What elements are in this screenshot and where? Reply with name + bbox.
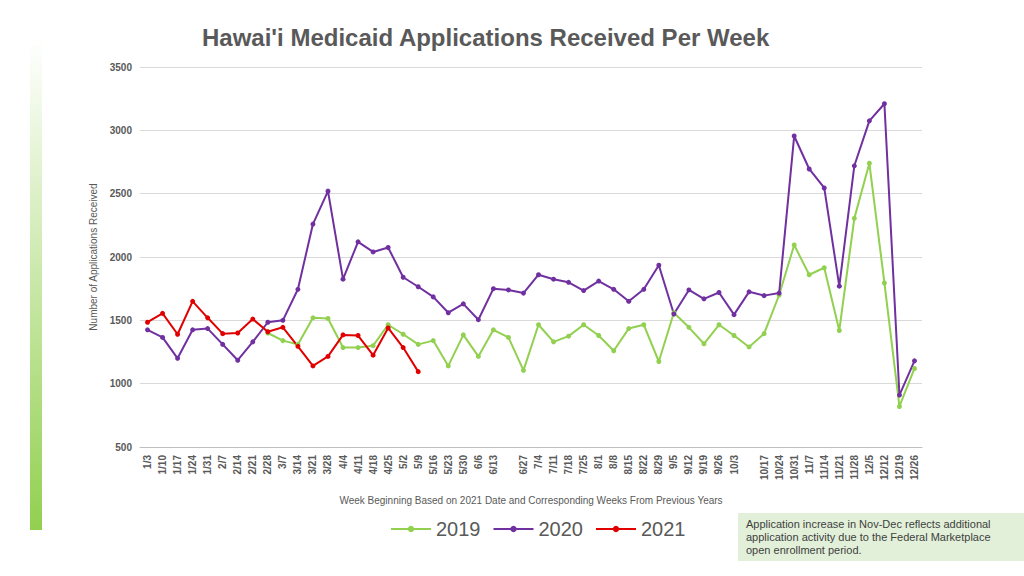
svg-text:2/28: 2/28	[262, 455, 273, 475]
svg-text:3000: 3000	[110, 125, 133, 136]
svg-text:1/17: 1/17	[172, 455, 183, 475]
svg-text:5/30: 5/30	[458, 455, 469, 475]
svg-text:5/16: 5/16	[428, 455, 439, 475]
svg-text:2020: 2020	[538, 518, 583, 540]
svg-text:Week Beginning Based on 2021 D: Week Beginning Based on 2021 Date and Co…	[339, 495, 722, 506]
svg-text:Number of Applications Receive: Number of Applications Received	[88, 183, 99, 330]
svg-text:9/5: 9/5	[668, 455, 679, 469]
svg-text:9/12: 9/12	[683, 455, 694, 475]
svg-text:12/5: 12/5	[864, 455, 875, 475]
svg-text:2021: 2021	[641, 518, 686, 540]
svg-text:7/25: 7/25	[578, 455, 589, 475]
svg-text:7/18: 7/18	[563, 455, 574, 475]
svg-text:3/21: 3/21	[307, 455, 318, 475]
svg-text:4/25: 4/25	[383, 455, 394, 475]
svg-text:8/8: 8/8	[608, 455, 619, 469]
svg-text:4/11: 4/11	[353, 455, 364, 474]
svg-text:Hawai'i Medicaid Applications: Hawai'i Medicaid Applications Received P…	[202, 24, 770, 51]
svg-text:6/6: 6/6	[473, 455, 484, 469]
svg-text:5/9: 5/9	[413, 455, 424, 469]
svg-text:6/27: 6/27	[518, 455, 529, 475]
svg-text:10/31: 10/31	[789, 455, 800, 480]
svg-text:500: 500	[115, 442, 132, 453]
svg-text:5/2: 5/2	[398, 455, 409, 469]
svg-text:1000: 1000	[110, 378, 133, 389]
svg-text:1/24: 1/24	[187, 455, 198, 475]
svg-text:8/22: 8/22	[638, 455, 649, 475]
svg-text:open enrollment period.: open enrollment period.	[746, 544, 862, 556]
svg-text:4/4: 4/4	[338, 455, 349, 469]
svg-text:10/17: 10/17	[759, 455, 770, 480]
svg-text:8/29: 8/29	[653, 455, 664, 475]
svg-text:2/14: 2/14	[232, 455, 243, 475]
svg-text:12/19: 12/19	[894, 455, 905, 480]
svg-text:1/31: 1/31	[202, 455, 213, 475]
svg-text:12/26: 12/26	[909, 455, 920, 480]
svg-text:11/21: 11/21	[834, 455, 845, 480]
svg-text:2/7: 2/7	[217, 455, 228, 469]
svg-text:3500: 3500	[110, 62, 133, 73]
svg-text:1500: 1500	[110, 315, 133, 326]
svg-text:10/24: 10/24	[774, 455, 785, 480]
svg-text:1/10: 1/10	[157, 455, 168, 475]
svg-text:2/21: 2/21	[247, 455, 258, 475]
svg-text:11/14: 11/14	[819, 455, 830, 480]
svg-text:application activity due to th: application activity due to the Federal …	[746, 531, 994, 543]
svg-text:4/18: 4/18	[368, 455, 379, 475]
svg-text:11/28: 11/28	[849, 455, 860, 480]
svg-text:5/23: 5/23	[443, 455, 454, 475]
svg-text:1/3: 1/3	[142, 455, 153, 469]
svg-text:12/12: 12/12	[879, 455, 890, 480]
svg-text:8/1: 8/1	[593, 455, 604, 469]
svg-text:9/19: 9/19	[698, 455, 709, 475]
svg-text:2000: 2000	[110, 252, 133, 263]
svg-text:3/14: 3/14	[292, 455, 303, 475]
svg-text:6/13: 6/13	[488, 455, 499, 475]
svg-text:3/28: 3/28	[322, 455, 333, 475]
svg-text:2500: 2500	[110, 188, 133, 199]
svg-text:9/26: 9/26	[713, 455, 724, 475]
svg-text:8/15: 8/15	[623, 455, 634, 475]
svg-text:10/3: 10/3	[729, 455, 740, 475]
svg-text:11/7: 11/7	[804, 455, 815, 474]
svg-text:7/11: 7/11	[548, 455, 559, 474]
svg-text:Application increase in Nov-De: Application increase in Nov-Dec reflects…	[746, 518, 994, 530]
svg-text:2019: 2019	[436, 518, 481, 540]
svg-text:3/7: 3/7	[277, 455, 288, 469]
svg-text:7/4: 7/4	[533, 455, 544, 469]
